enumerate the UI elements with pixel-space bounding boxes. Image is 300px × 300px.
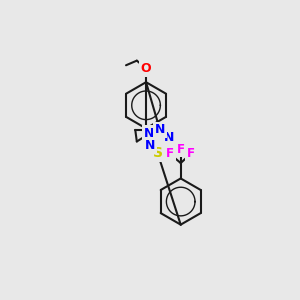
Text: F: F (166, 147, 174, 160)
Text: O: O (141, 62, 152, 75)
Text: N: N (144, 127, 154, 140)
Text: F: F (177, 143, 185, 156)
Text: N: N (145, 139, 155, 152)
Text: N: N (164, 131, 174, 144)
Text: F: F (187, 147, 195, 160)
Text: N: N (155, 123, 165, 136)
Text: S: S (153, 146, 163, 160)
